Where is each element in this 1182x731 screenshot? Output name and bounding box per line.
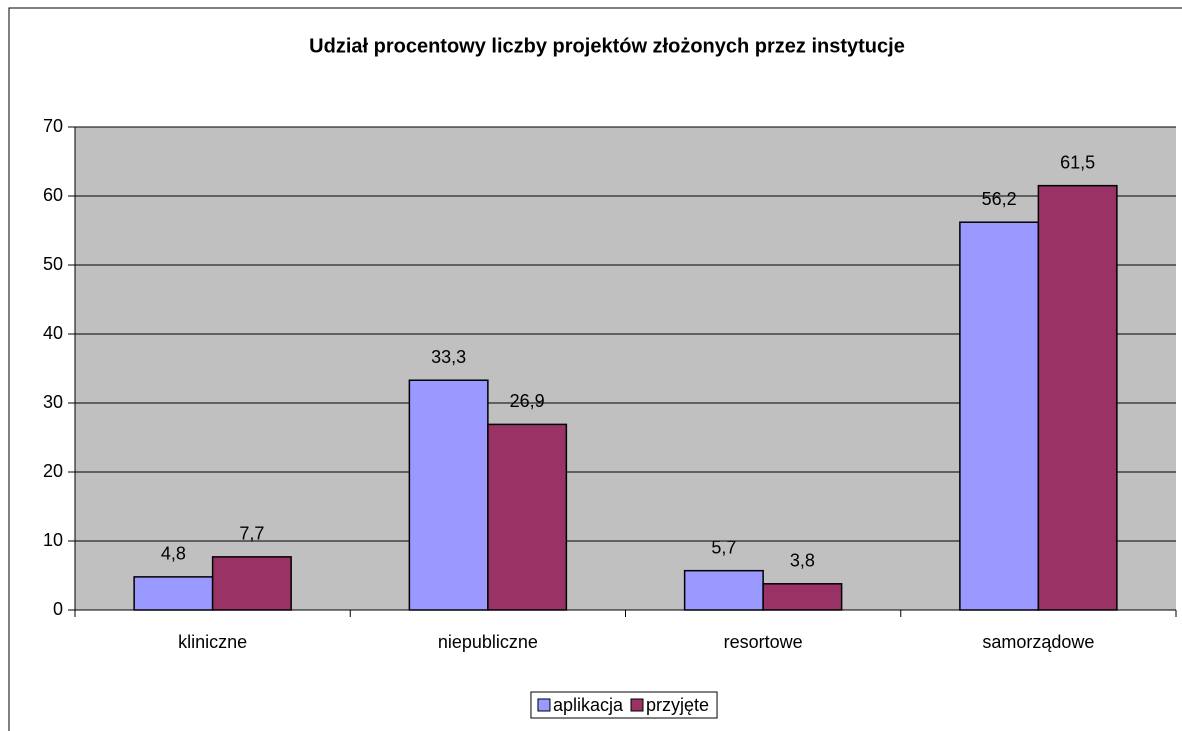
data-label: 61,5 (1060, 152, 1095, 172)
y-tick-label: 10 (43, 530, 63, 550)
legend-swatch (537, 698, 551, 712)
bar (762, 583, 843, 611)
y-tick-label: 20 (43, 461, 63, 481)
x-tick-label: samorządowe (982, 632, 1094, 652)
legend-label: aplikacja (553, 695, 624, 715)
data-label: 33,3 (431, 347, 466, 367)
data-label: 26,9 (510, 391, 545, 411)
bar (211, 556, 292, 611)
data-label: 3,8 (790, 551, 815, 571)
data-label: 7,7 (239, 524, 264, 544)
y-tick-label: 30 (43, 392, 63, 412)
bar (408, 379, 489, 611)
data-label: 4,8 (161, 544, 186, 564)
data-label: 56,2 (982, 189, 1017, 209)
bar (487, 423, 568, 611)
legend-swatch (630, 698, 644, 712)
x-tick-label: kliniczne (178, 632, 247, 652)
bar (1037, 184, 1118, 611)
chart-title: Udział procentowy liczby projektów złożo… (309, 35, 905, 57)
y-tick-label: 0 (53, 599, 63, 619)
bar (683, 569, 764, 611)
x-tick-label: resortowe (724, 632, 803, 652)
y-tick-label: 60 (43, 185, 63, 205)
bar (133, 576, 214, 611)
y-tick-label: 70 (43, 116, 63, 136)
y-tick-label: 40 (43, 323, 63, 343)
bar (959, 221, 1040, 611)
data-label: 5,7 (711, 537, 736, 557)
y-tick-label: 50 (43, 254, 63, 274)
legend-box (530, 691, 718, 719)
x-tick-label: niepubliczne (438, 632, 538, 652)
legend-label: przyjęte (646, 695, 709, 715)
